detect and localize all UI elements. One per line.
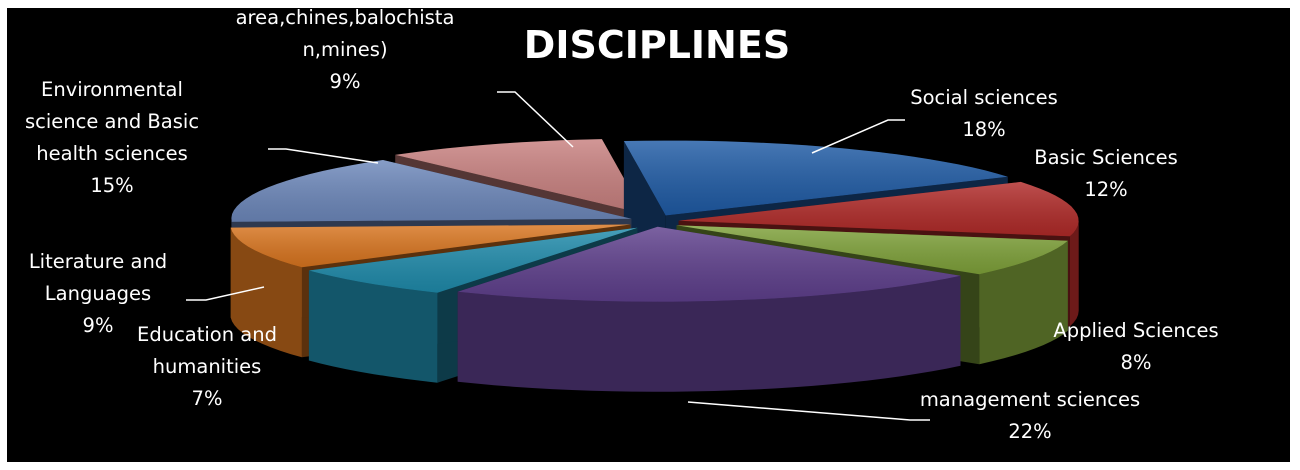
slice-outer-wall xyxy=(1069,220,1079,327)
slice-name-label: science and Basic xyxy=(25,110,199,133)
slice-percent-label: 8% xyxy=(1121,351,1152,374)
slice-outer-wall xyxy=(457,275,961,392)
slice-top-shading xyxy=(230,224,631,268)
slice-top-shading xyxy=(395,139,644,214)
slice-percent-label: 15% xyxy=(90,174,133,197)
leader-line xyxy=(186,286,265,301)
slice-name-label: health sciences xyxy=(36,142,187,165)
leader-line xyxy=(811,119,905,154)
slice-name-label: humanities xyxy=(153,355,262,378)
leader-line xyxy=(497,91,574,148)
slice-data-label: management sciences 22% xyxy=(920,388,1140,443)
slice-data-label: Basic Sciences 12% xyxy=(1034,146,1178,201)
slice-name-label: Environmental xyxy=(41,78,183,101)
slice-top-shading xyxy=(623,140,1008,216)
slice-name-label: Applied Sciences xyxy=(1053,319,1218,342)
slice-name-label: n,mines) xyxy=(302,38,387,61)
slice-name-label: Basic Sciences xyxy=(1034,146,1178,169)
slice-top-shading xyxy=(457,226,961,302)
slice-percent-label: 18% xyxy=(962,118,1005,141)
slice-name-label: area,chines,balochista xyxy=(236,6,455,29)
chart-title: DISCIPLINES xyxy=(524,23,790,67)
slice-name-label: management sciences xyxy=(920,388,1140,411)
slice-top-shading xyxy=(678,181,1079,237)
slice-top-shading xyxy=(676,225,1068,275)
slice-top-shading xyxy=(308,227,638,293)
pie-slice xyxy=(457,226,961,392)
leader-line xyxy=(268,148,379,164)
slice-top-shading xyxy=(231,160,632,222)
slice-data-label: Education and humanities 7% xyxy=(137,323,277,410)
slice-percent-label: 9% xyxy=(330,70,361,93)
slice-data-label: Literature and Languages 9% xyxy=(29,250,167,337)
slice-outer-wall xyxy=(308,270,438,383)
slice-outer-wall xyxy=(230,227,302,358)
slice-data-label: Environmental science and Basic health sci… xyxy=(25,78,199,197)
slice-data-label: Applied Sciences 8% xyxy=(1053,319,1218,374)
slice-data-label: Centres(pak,area,chines,balochistan,mine… xyxy=(236,6,455,93)
slice-percent-label: 7% xyxy=(192,387,223,410)
slice-name-label: Social sciences xyxy=(910,86,1058,109)
slice-name-label: Literature and xyxy=(29,250,167,273)
slice-outer-wall xyxy=(979,240,1068,365)
slice-percent-label: 12% xyxy=(1084,178,1127,201)
slice-name-label: Education and xyxy=(137,323,277,346)
leader-line xyxy=(687,401,930,421)
slice-data-label: Social sciences 18% xyxy=(910,86,1058,141)
slice-name-label: Languages xyxy=(45,282,151,305)
slice-percent-label: 22% xyxy=(1008,420,1051,443)
slice-percent-label: 9% xyxy=(83,314,114,337)
